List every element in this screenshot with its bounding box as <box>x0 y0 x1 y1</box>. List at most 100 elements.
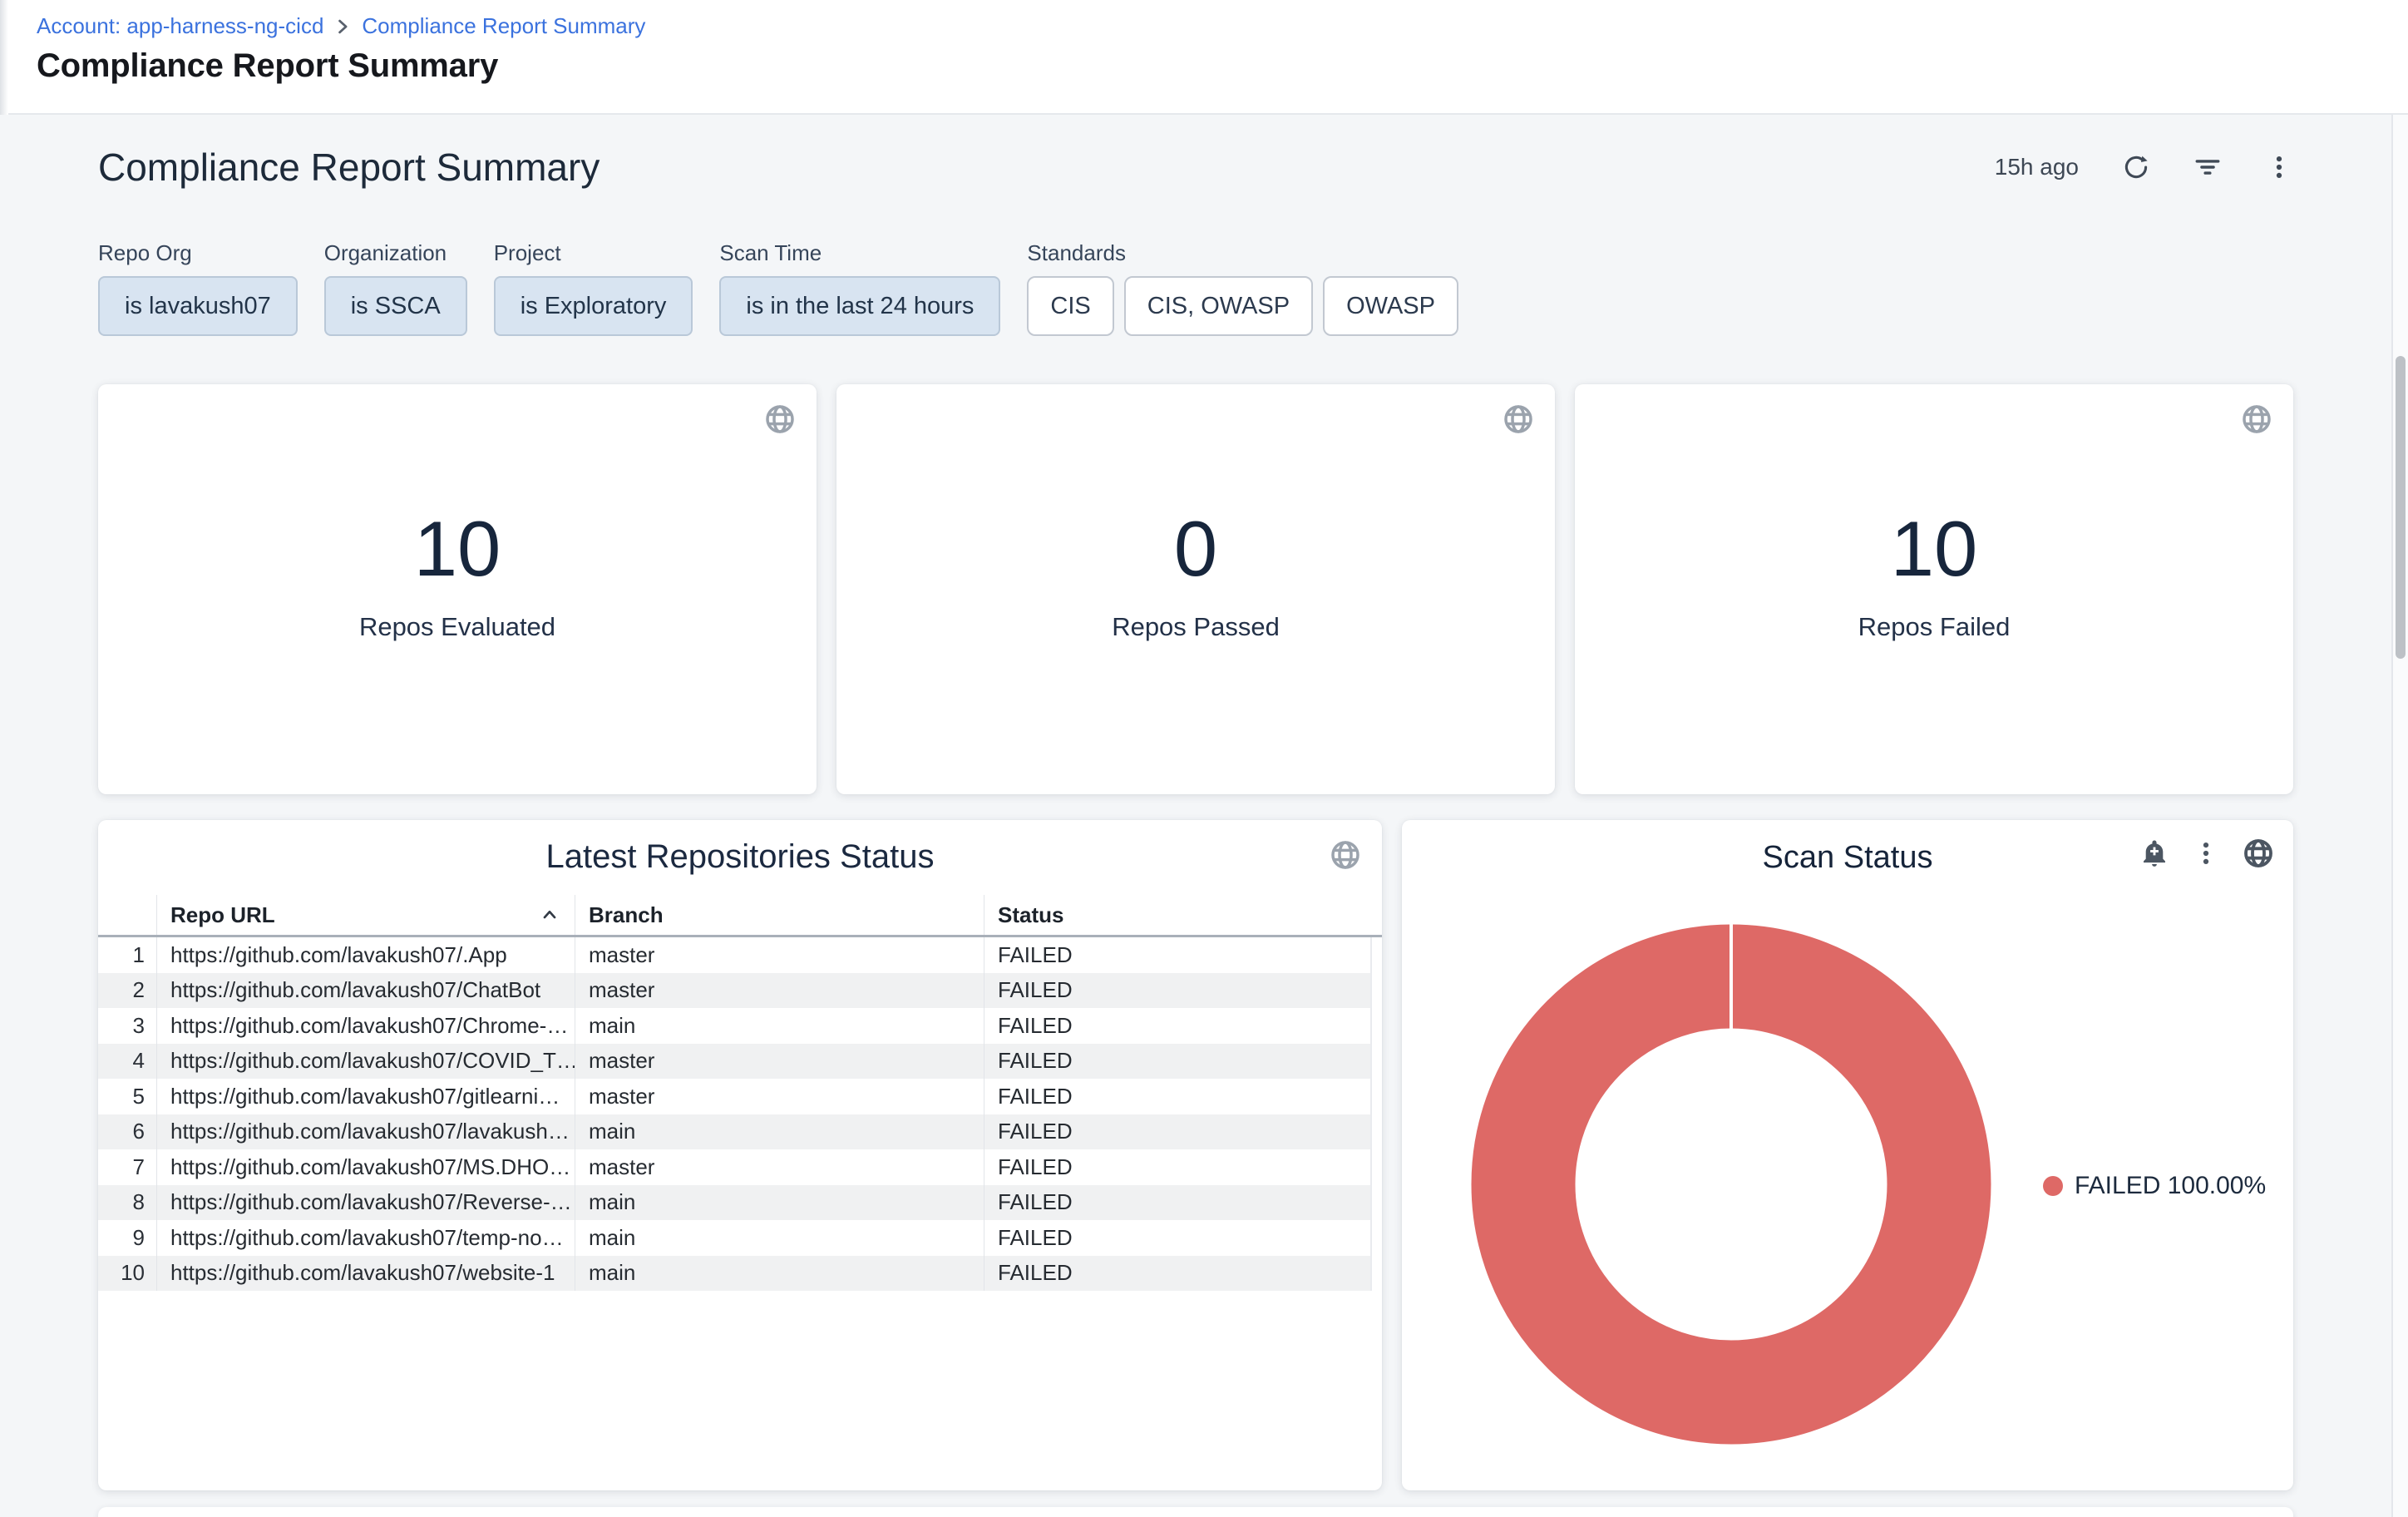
stat-cards-row: 10 Repos Evaluated 0 Repos Passed 10 Rep… <box>98 384 2293 794</box>
breadcrumb-current-link[interactable]: Compliance Report Summary <box>362 13 646 38</box>
top-header-bar: Account: app-harness-ng-cicd Compliance … <box>0 0 2408 115</box>
stat-label: Repos Failed <box>1858 611 2011 641</box>
standards-option-cis[interactable]: CIS <box>1027 276 1114 336</box>
kebab-menu-icon[interactable] <box>2192 839 2220 867</box>
last-refresh-timestamp: 15h ago <box>1994 154 2079 180</box>
repo-url-cell: https://github.com/lavakush07/gitlearni… <box>157 1079 575 1114</box>
filter-label: Standards <box>1027 240 1126 265</box>
table-row[interactable]: 6 https://github.com/lavakush07/lavakush… <box>98 1114 1382 1149</box>
table-row[interactable]: 1 https://github.com/lavakush07/.App mas… <box>98 937 1382 973</box>
row-number: 3 <box>98 1008 157 1044</box>
globe-icon <box>2242 837 2275 870</box>
column-header-label: Branch <box>589 902 664 927</box>
row-number: 10 <box>98 1255 157 1291</box>
status-cell: FAILED <box>998 1048 1073 1074</box>
filter-label: Scan Time <box>719 240 822 265</box>
filter-chip-organization[interactable]: is SSCA <box>323 276 467 336</box>
legend-color-dot <box>2043 1176 2063 1196</box>
table-row[interactable]: 8 https://github.com/lavakush07/Reverse-… <box>98 1184 1382 1220</box>
repo-url-cell: https://github.com/lavakush07/MS.DHO… <box>157 1149 575 1185</box>
alert-bell-add-icon[interactable] <box>2139 838 2170 869</box>
row-number: 4 <box>98 1043 157 1079</box>
column-header-repo-url[interactable]: Repo URL <box>157 895 575 935</box>
dashboard-header: Compliance Report Summary 15h ago <box>98 145 2293 190</box>
column-header-status[interactable]: Status <box>984 895 1382 935</box>
status-cell: FAILED <box>998 941 1073 967</box>
table-row[interactable]: 10 https://github.com/lavakush07/website… <box>98 1255 1382 1291</box>
standards-option-owasp[interactable]: OWASP <box>1323 276 1458 336</box>
breadcrumb-account-link[interactable]: Account: app-harness-ng-cicd <box>37 13 324 38</box>
status-cell: FAILED <box>998 1154 1073 1179</box>
status-cell: FAILED <box>998 1189 1073 1215</box>
refresh-icon[interactable] <box>2122 153 2150 181</box>
column-header-label: Repo URL <box>170 902 275 927</box>
filter-group-organization: Organization is SSCA <box>323 240 467 336</box>
table-row[interactable]: 5 https://github.com/lavakush07/gitlearn… <box>98 1079 1382 1114</box>
filter-label: Project <box>493 240 561 265</box>
table-body: 1 https://github.com/lavakush07/.App mas… <box>98 937 1382 1291</box>
vertical-scrollbar-track[interactable] <box>2391 115 2408 1517</box>
table-row[interactable]: 4 https://github.com/lavakush07/COVID_T…… <box>98 1043 1382 1079</box>
repo-url-cell: https://github.com/lavakush07/Chrome-… <box>157 1008 575 1044</box>
column-header-label: Status <box>998 902 1064 927</box>
branch-cell: main <box>575 1008 984 1044</box>
table-header-row: Repo URL Branch Status <box>98 895 1382 937</box>
bottom-row: Latest Repositories Status Repo URL Bran… <box>98 820 2293 1490</box>
branch-cell: master <box>575 1079 984 1114</box>
filter-group-standards: Standards CIS CIS, OWASP OWASP <box>1027 240 1458 336</box>
filter-chip-scan-time[interactable]: is in the last 24 hours <box>719 276 1001 336</box>
repo-url-cell: https://github.com/lavakush07/COVID_T… <box>157 1043 575 1079</box>
stat-value: 0 <box>1173 505 1218 593</box>
vertical-scrollbar-thumb[interactable] <box>2396 356 2406 659</box>
column-header-branch[interactable]: Branch <box>575 895 984 935</box>
repo-url-cell: https://github.com/lavakush07/lavakush… <box>157 1114 575 1149</box>
table-row[interactable]: 7 https://github.com/lavakush07/MS.DHO… … <box>98 1149 1382 1185</box>
standards-option-cis-owasp[interactable]: CIS, OWASP <box>1123 276 1314 336</box>
left-edge-shadow <box>0 0 8 115</box>
status-cell: FAILED <box>998 1224 1073 1250</box>
repo-url-cell: https://github.com/lavakush07/website-1 <box>157 1255 575 1291</box>
branch-cell: master <box>575 937 984 973</box>
sort-ascending-icon <box>540 905 560 925</box>
filter-label: Repo Org <box>98 240 192 265</box>
branch-cell: main <box>575 1114 984 1149</box>
row-number: 7 <box>98 1149 157 1185</box>
table-title: Latest Repositories Status <box>545 838 935 875</box>
row-number: 9 <box>98 1220 157 1256</box>
table-row[interactable]: 9 https://github.com/lavakush07/temp-no…… <box>98 1220 1382 1256</box>
status-cell: FAILED <box>998 977 1073 1003</box>
table-row[interactable]: 3 https://github.com/lavakush07/Chrome-…… <box>98 1008 1382 1044</box>
filter-chip-project[interactable]: is Exploratory <box>493 276 693 336</box>
filter-icon[interactable] <box>2193 153 2222 181</box>
globe-icon <box>1329 838 1362 876</box>
globe-icon <box>763 403 797 440</box>
scan-status-card: Scan Status <box>1402 820 2293 1490</box>
donut-chart-failed-100pct[interactable] <box>1471 924 1991 1445</box>
breadcrumb: Account: app-harness-ng-cicd Compliance … <box>37 13 2408 39</box>
globe-icon <box>2240 403 2273 440</box>
stat-value: 10 <box>1890 505 1978 593</box>
repo-url-cell: https://github.com/lavakush07/ChatBot <box>157 972 575 1008</box>
latest-repositories-card: Latest Repositories Status Repo URL Bran… <box>98 820 1382 1490</box>
repo-url-cell: https://github.com/lavakush07/temp-no… <box>157 1220 575 1256</box>
row-number: 2 <box>98 972 157 1008</box>
legend-label: FAILED 100.00% <box>2075 1172 2267 1199</box>
row-number: 1 <box>98 937 157 973</box>
table-row[interactable]: 2 https://github.com/lavakush07/ChatBot … <box>98 972 1382 1008</box>
stat-card-repos-evaluated: 10 Repos Evaluated <box>98 384 817 794</box>
branch-cell: main <box>575 1220 984 1256</box>
filter-group-repo-org: Repo Org is lavakush07 <box>98 240 298 336</box>
filter-group-project: Project is Exploratory <box>493 240 693 336</box>
filter-group-scan-time: Scan Time is in the last 24 hours <box>719 240 1001 336</box>
repo-url-cell: https://github.com/lavakush07/Reverse-… <box>157 1184 575 1220</box>
kebab-menu-icon[interactable] <box>2265 153 2293 181</box>
stat-label: Repos Evaluated <box>358 611 556 641</box>
branch-cell: master <box>575 1149 984 1185</box>
filter-chip-repo-org[interactable]: is lavakush07 <box>98 276 298 336</box>
next-card-top-edge <box>98 1507 2293 1517</box>
branch-cell: main <box>575 1255 984 1291</box>
stat-value: 10 <box>413 505 501 593</box>
filters-bar: Repo Org is lavakush07 Organization is S… <box>98 240 1458 336</box>
status-cell: FAILED <box>998 1012 1073 1038</box>
chart-legend-failed[interactable]: FAILED 100.00% <box>2043 1172 2266 1200</box>
